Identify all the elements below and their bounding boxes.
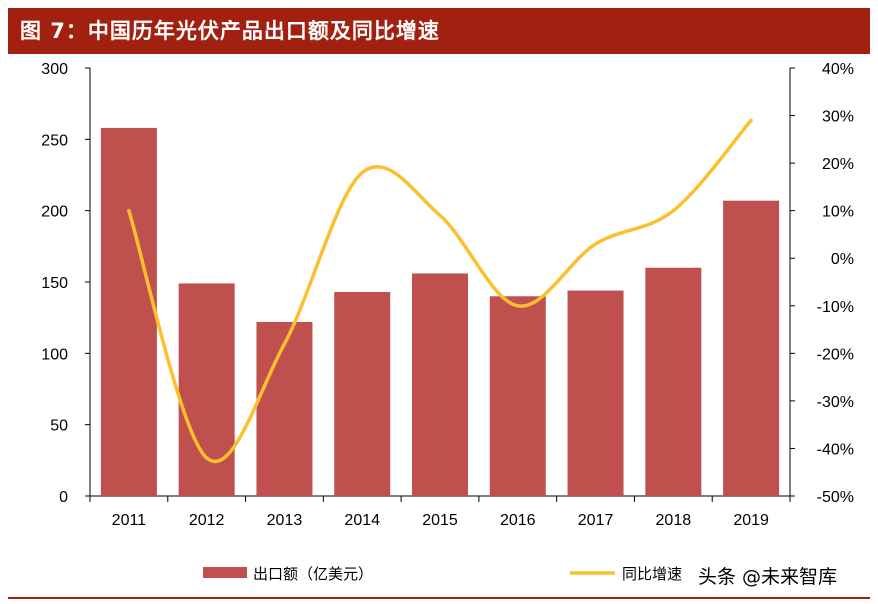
legend-line-label: 同比增速 [622, 565, 682, 583]
legend: 出口额（亿美元） 同比增速 [203, 565, 682, 583]
left-axis-ticks: 300 250 200 150 100 50 0 [41, 61, 90, 506]
line-series [127, 118, 753, 463]
right-tick-label: 0% [831, 251, 854, 268]
growth-line [127, 118, 753, 463]
right-axis-ticks: 40% 30% 20% 10% 0% -10% -20% -30% -40% -50% [790, 61, 854, 506]
right-tick-label: 30% [822, 109, 854, 126]
left-tick-label: 250 [41, 132, 68, 149]
x-tick-label: 2011 [112, 512, 147, 529]
x-tick-label: 2017 [578, 512, 614, 529]
x-tick-label: 2012 [189, 512, 225, 529]
x-tick-label: 2013 [267, 512, 303, 529]
right-tick-label: -10% [817, 299, 854, 316]
right-tick-label: -40% [817, 441, 854, 458]
x-tick-label: 2014 [344, 512, 380, 529]
right-tick-label: 20% [822, 156, 854, 173]
bar [334, 291, 391, 496]
bar [723, 200, 780, 496]
left-tick-label: 150 [41, 275, 68, 292]
bar [645, 267, 702, 496]
x-tick-label: 2016 [500, 512, 536, 529]
bar [489, 296, 546, 496]
legend-bar-label: 出口额（亿美元） [253, 565, 373, 583]
x-tick-label: 2015 [422, 512, 458, 529]
right-tick-label: -50% [817, 489, 854, 506]
right-tick-label: 10% [822, 204, 854, 221]
right-tick-label: -20% [817, 346, 854, 363]
x-tick-label: 2019 [733, 512, 769, 529]
right-tick-label: -30% [817, 394, 854, 411]
bar [412, 273, 468, 496]
bottom-divider [8, 597, 870, 599]
chart-title: 图 7：中国历年光伏产品出口额及同比增速 [8, 8, 870, 54]
bar-series [100, 127, 780, 497]
legend-bar-swatch [203, 567, 247, 578]
left-tick-label: 0 [59, 489, 68, 506]
bar [567, 290, 624, 496]
bar [178, 283, 235, 496]
x-axis-ticks: 2011 2012 2013 2014 2015 2016 2017 2018 2019 [89, 496, 791, 529]
left-tick-label: 200 [41, 204, 68, 221]
right-tick-label: 40% [822, 61, 854, 78]
bar [256, 321, 313, 496]
left-tick-label: 50 [50, 418, 68, 435]
left-tick-label: 300 [41, 61, 68, 78]
left-tick-label: 100 [41, 346, 68, 363]
x-tick-label: 2018 [656, 512, 692, 529]
bar [100, 127, 157, 497]
watermark: 头条 @未来智库 [698, 566, 837, 588]
